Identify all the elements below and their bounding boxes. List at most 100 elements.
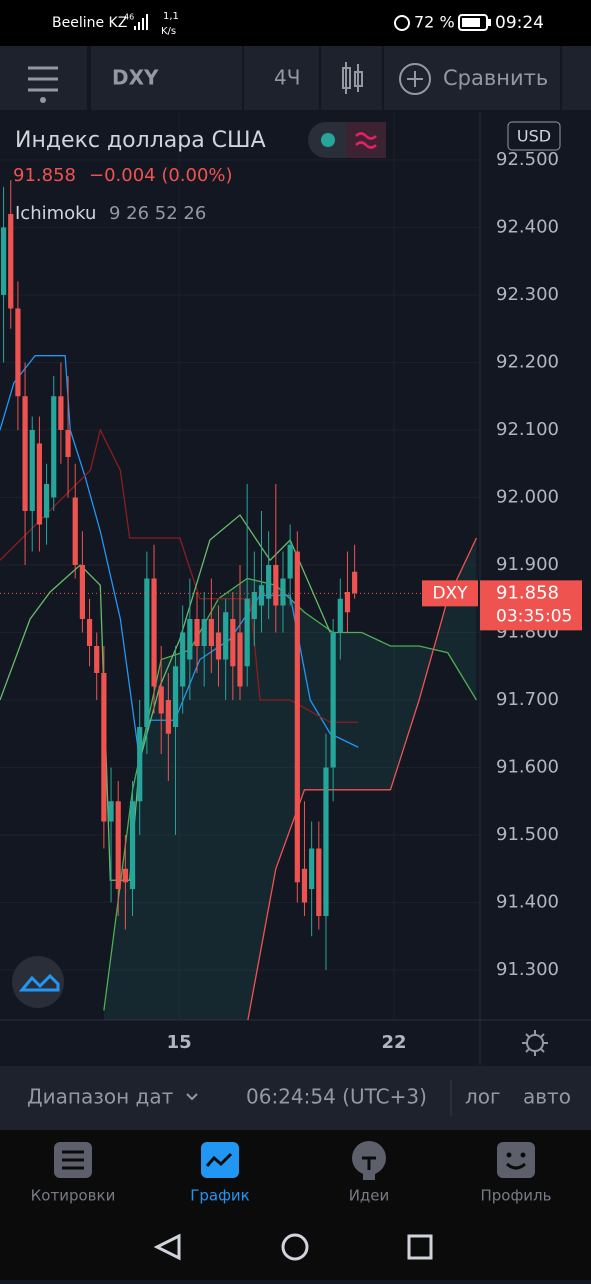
nav-label[interactable]: Идеи [349, 1187, 390, 1205]
signal-icon [134, 14, 148, 30]
time-zone[interactable]: 06:24:54 (UTC+3) [246, 1085, 427, 1109]
y-tick-label: 91.700 [496, 689, 559, 710]
network: 46 [124, 13, 134, 22]
speed-unit: K/s [161, 26, 176, 37]
nav-icon-chart[interactable] [201, 1142, 239, 1178]
header-change: −0.004 (0.00%) [89, 165, 233, 186]
candle-body [129, 801, 136, 890]
header-price: 91.858 [13, 165, 76, 186]
x-tick-label: 22 [381, 1032, 406, 1053]
nav-bar [0, 1130, 591, 1280]
status-toggle[interactable] [308, 122, 386, 158]
candle-body [115, 801, 121, 890]
alarm-icon [394, 15, 410, 31]
battery-text: 72 % [414, 13, 455, 32]
nav-label[interactable]: Профиль [481, 1187, 552, 1205]
y-tick-label: 92.400 [496, 216, 559, 237]
y-tick-label: 92.000 [496, 486, 559, 507]
candle-body [122, 868, 128, 883]
y-tick-label: 91.900 [496, 554, 559, 575]
candle-body [309, 848, 315, 890]
candle-body [86, 618, 93, 646]
currency[interactable]: USD [517, 127, 551, 146]
candle-body [194, 618, 200, 646]
candle-body [72, 497, 78, 565]
candle-body [65, 429, 71, 457]
candle-body [287, 544, 293, 579]
candle-body [29, 429, 35, 511]
toolbar [0, 46, 591, 110]
symbol[interactable]: DXY [112, 66, 159, 90]
candle-body [79, 564, 85, 619]
status-bar [0, 0, 591, 46]
candle-body [51, 396, 57, 498]
y-tick-label: 92.300 [496, 284, 559, 305]
last-price-label: 91.858 [496, 582, 559, 603]
nav-icon-ideas[interactable] [352, 1141, 386, 1180]
toolbar-separators [87, 46, 562, 110]
y-tick-label: 91.500 [496, 824, 559, 845]
candle-body [22, 396, 28, 511]
candle-body [180, 632, 186, 687]
candle-body [151, 578, 157, 687]
date-range[interactable]: Диапазон дат [27, 1085, 174, 1109]
y-tick-label: 91.300 [496, 959, 559, 980]
candle-body [316, 848, 322, 917]
currency-box[interactable] [507, 121, 561, 151]
menu-button[interactable] [28, 66, 58, 92]
last-price-symbol: DXY [432, 583, 468, 603]
chart-title: Индекс доллара США [15, 128, 266, 153]
tv-logo-button[interactable] [12, 956, 64, 1008]
nav-label-active[interactable]: График [190, 1187, 250, 1205]
compare-label[interactable]: Сравнить [443, 66, 548, 90]
candle-body [108, 801, 114, 822]
candle-body [237, 632, 243, 687]
last-price-box [480, 580, 582, 631]
candle-body [187, 618, 193, 660]
nav-icon-profile[interactable] [497, 1142, 535, 1178]
x-tick-label: 15 [167, 1032, 192, 1053]
candle-body [43, 483, 50, 518]
candle-body [58, 396, 64, 430]
plot-area [0, 180, 480, 1020]
candle-body [330, 632, 336, 768]
candle-body [8, 213, 14, 309]
compare-button[interactable]: Сравнить [399, 63, 548, 95]
auto-toggle[interactable]: авто [523, 1085, 571, 1109]
carrier: Beeline KZ [52, 15, 127, 31]
candle-body [352, 571, 358, 594]
speed: 1,1 [163, 11, 179, 22]
candle-body [223, 612, 229, 660]
menu-dot [40, 97, 46, 103]
y-tick-label: 92.500 [496, 149, 559, 170]
android-nav [153, 1233, 433, 1261]
candle-body [251, 591, 257, 619]
gear-icon[interactable] [522, 1030, 548, 1056]
candle-body [344, 591, 351, 613]
candle-body [15, 308, 21, 397]
y-tick-label: 92.100 [496, 419, 559, 440]
axes: 91.30091.40091.50091.60091.70091.80091.9… [167, 149, 582, 1053]
candle-body [215, 632, 222, 660]
indicator-params: 9 26 52 26 [109, 203, 206, 224]
y-tick-label: 91.400 [496, 892, 559, 913]
y-tick-label: 91.600 [496, 757, 559, 778]
candle-body [244, 598, 250, 667]
last-price-badge [422, 580, 478, 607]
nav-label[interactable]: Котировки [31, 1187, 116, 1205]
candle-body [165, 700, 171, 734]
candle-body [144, 578, 150, 728]
indicator-name[interactable]: Ichimoku [15, 203, 96, 224]
candle-body [137, 727, 143, 802]
interval[interactable]: 4Ч [274, 66, 300, 90]
candle-body [101, 673, 107, 822]
candle-body [172, 666, 179, 728]
chart-type-button[interactable] [342, 62, 363, 94]
log-toggle[interactable]: лог [465, 1085, 501, 1109]
nav-icon-quotes[interactable] [54, 1142, 92, 1178]
candle-body [158, 686, 164, 714]
candle-body [266, 564, 272, 599]
chevron [186, 1093, 198, 1101]
candle-body [0, 227, 7, 295]
